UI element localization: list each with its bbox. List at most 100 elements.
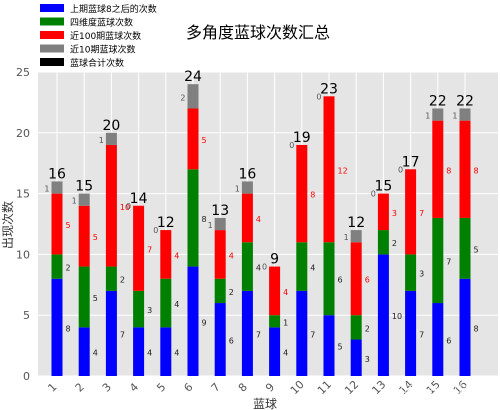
segment-value-label: 4 xyxy=(256,215,261,224)
total-label: 9 xyxy=(270,252,279,268)
segment-value-label: 2 xyxy=(365,324,370,333)
x-tick-label: 13 xyxy=(369,378,388,397)
bar-segment xyxy=(323,242,335,316)
segment-value-label: 3 xyxy=(147,306,152,315)
x-tick-label: 2 xyxy=(73,380,87,394)
segment-value-label: 4 xyxy=(310,264,315,273)
bar-segment xyxy=(78,327,90,376)
total-label: 22 xyxy=(456,93,474,109)
bar-segment xyxy=(160,327,172,376)
segment-value-label: 1 xyxy=(452,112,457,121)
bar-segment xyxy=(350,242,362,316)
segment-value-label: 1 xyxy=(99,136,104,145)
segment-value-label: 2 xyxy=(392,239,397,248)
bar-segment xyxy=(405,254,417,291)
bar-segment xyxy=(187,84,199,109)
segment-value-label: 3 xyxy=(419,270,424,279)
legend-label: 四维度蓝球次数 xyxy=(70,17,133,29)
bar-segment xyxy=(241,181,253,194)
segment-value-label: 4 xyxy=(93,349,98,358)
bar-segment xyxy=(459,108,471,121)
segment-value-label: 4 xyxy=(174,300,179,309)
segment-value-label: 8 xyxy=(202,215,207,224)
x-tick-label: 5 xyxy=(154,380,168,394)
data-labels: 8251164551157210120437014444012985224624… xyxy=(44,69,478,364)
y-axis-label: 出现次数 xyxy=(0,201,15,249)
bar-segment xyxy=(350,315,362,340)
bar-segment xyxy=(51,181,63,194)
y-tick-label: 25 xyxy=(16,66,30,79)
segment-value-label: 8 xyxy=(474,324,479,333)
segment-value-label: 1 xyxy=(425,112,430,121)
segment-value-label: 12 xyxy=(338,166,348,175)
bar-segment xyxy=(133,205,145,291)
segment-value-label: 7 xyxy=(147,245,152,254)
bar-segment xyxy=(377,193,389,231)
bar-segment xyxy=(133,327,145,376)
total-label: 20 xyxy=(102,118,120,134)
bar-segment xyxy=(459,217,471,279)
legend-label: 上期蓝球8之后的次数 xyxy=(70,3,157,15)
bar-segment xyxy=(187,169,199,267)
y-tick-label: 15 xyxy=(16,188,30,201)
segment-value-label: 6 xyxy=(338,276,343,285)
segment-value-label: 7 xyxy=(446,257,451,266)
y-tick-label: 20 xyxy=(16,127,30,140)
segment-value-label: 1 xyxy=(44,185,49,194)
total-label: 12 xyxy=(347,215,365,231)
y-tick-label: 0 xyxy=(23,370,30,383)
bars xyxy=(51,84,471,376)
segment-value-label: 4 xyxy=(147,349,152,358)
bar-segment xyxy=(214,230,226,279)
segment-value-label: 5 xyxy=(338,343,343,352)
x-tick-label: 6 xyxy=(181,380,195,394)
segment-value-label: 3 xyxy=(392,209,397,218)
segment-value-label: 1 xyxy=(208,221,213,230)
segment-value-label: 5 xyxy=(93,233,98,242)
bar-segment xyxy=(323,315,335,376)
bar-segment xyxy=(105,266,117,291)
total-label: 22 xyxy=(429,93,447,109)
bar-segment xyxy=(105,144,117,267)
total-label: 15 xyxy=(75,179,93,195)
total-label: 17 xyxy=(402,154,420,170)
total-label: 19 xyxy=(293,130,311,146)
segment-value-label: 5 xyxy=(202,136,207,145)
bar-segment xyxy=(78,205,90,267)
total-label: 24 xyxy=(184,69,202,85)
bar-segment xyxy=(51,278,63,376)
segment-value-label: 0 xyxy=(262,263,267,272)
bar-segment xyxy=(133,290,145,328)
bar-segment xyxy=(78,266,90,328)
segment-value-label: 0 xyxy=(126,202,131,211)
segment-value-label: 6 xyxy=(229,337,234,346)
legend-label: 近10期蓝球次数 xyxy=(70,44,135,56)
segment-value-label: 2 xyxy=(66,264,71,273)
segment-value-label: 5 xyxy=(474,245,479,254)
x-tick-label: 10 xyxy=(288,378,307,397)
bar-segment xyxy=(432,303,444,376)
watermark: 知乎 @数字牧事 xyxy=(394,383,496,400)
x-tick-label: 11 xyxy=(315,378,334,397)
total-label: 23 xyxy=(320,81,338,97)
segment-value-label: 10 xyxy=(120,203,130,212)
segment-value-label: 4 xyxy=(174,349,179,358)
segment-value-label: 8 xyxy=(310,191,315,200)
bar-segment xyxy=(296,290,308,376)
bar-segment xyxy=(432,217,444,304)
x-axis-label: 蓝球 xyxy=(253,397,277,410)
bar-segment xyxy=(187,266,199,376)
total-label: 16 xyxy=(238,166,256,182)
bar-segment xyxy=(187,108,199,170)
x-tick-label: 8 xyxy=(236,380,250,394)
segment-value-label: 9 xyxy=(202,318,207,327)
segment-value-label: 1 xyxy=(72,197,77,206)
segment-value-label: 8 xyxy=(474,166,479,175)
segment-value-label: 4 xyxy=(174,251,179,260)
bar-segment xyxy=(405,290,417,376)
bar-segment xyxy=(377,230,389,255)
segment-value-label: 4 xyxy=(256,264,261,273)
total-label: 13 xyxy=(211,203,229,219)
